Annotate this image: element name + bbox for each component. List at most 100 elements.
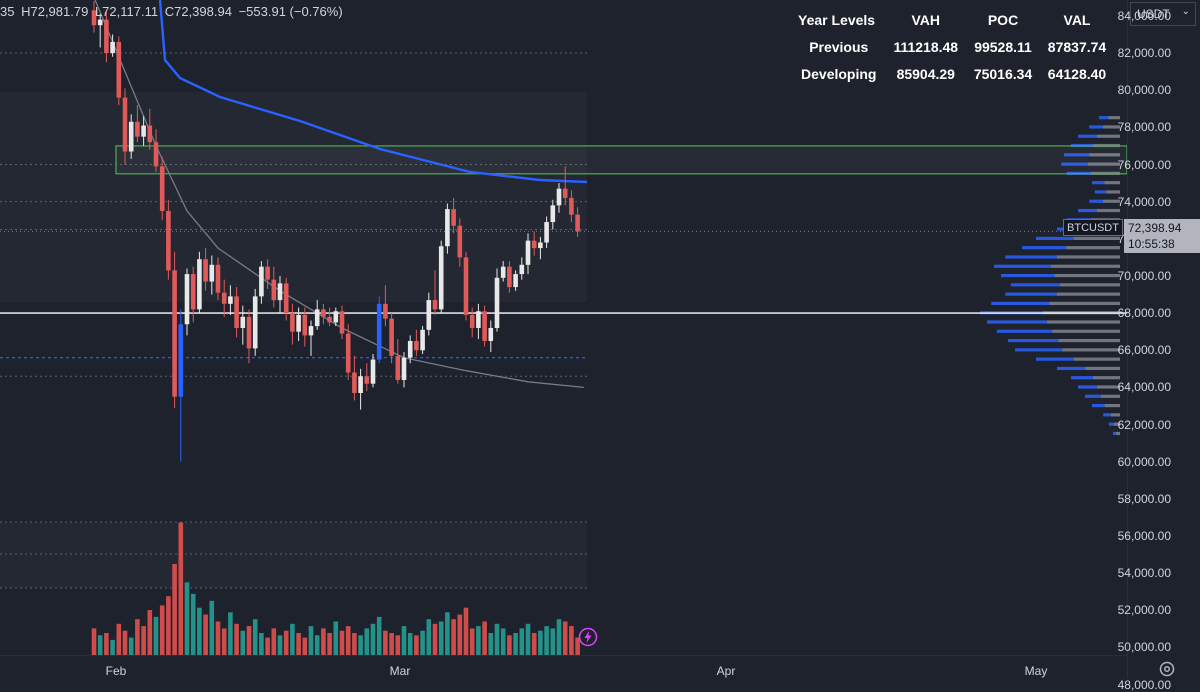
candle-body [339, 311, 345, 334]
volume-profile-row [1100, 394, 1120, 398]
price-axis-label: 60,000.00 [1117, 454, 1171, 469]
volume-bar [290, 623, 295, 656]
volume-bar [469, 628, 475, 656]
candle-body [228, 296, 233, 304]
gear-icon[interactable] [1158, 660, 1176, 678]
candle-body [395, 355, 401, 380]
volume-bar [104, 633, 109, 656]
candle-body [221, 292, 227, 304]
candle-body [438, 246, 444, 310]
year-levels-table: Year Levels VAH POC VAL Previous 111218.… [793, 6, 1114, 87]
candle-body [178, 324, 184, 397]
volume-bar [507, 635, 512, 656]
volume-profile-row [1073, 236, 1120, 240]
volume-bar [252, 619, 258, 656]
candle-body [166, 210, 171, 271]
volume-bar [488, 633, 494, 656]
volume-profile-row [1059, 283, 1120, 287]
volume-bar [395, 635, 401, 656]
row-val: 64128.40 [1047, 65, 1107, 82]
ohlc-high: H72,981.79 [21, 4, 89, 19]
candle-body [445, 209, 450, 247]
currency-label: USDT [1137, 7, 1170, 21]
volume-bar [184, 582, 190, 656]
volume-profile-row [1104, 181, 1120, 185]
ohlc-low: L72,117.11 [94, 4, 159, 19]
volume-bar [308, 626, 314, 656]
value-area-zone [115, 145, 1128, 175]
volume-bar [463, 607, 469, 656]
volume-profile-row [1036, 236, 1074, 240]
volume-bar [122, 630, 128, 656]
volume-bar [147, 610, 153, 656]
volume-bar [364, 628, 370, 656]
candle-body [147, 125, 153, 143]
candle-body [110, 41, 115, 54]
volume-bar [376, 616, 382, 656]
volume-profile-row [1113, 422, 1120, 426]
candle-body [321, 309, 326, 317]
price-chart[interactable] [0, 0, 1200, 678]
volume-bar [221, 628, 227, 656]
volume-bar [407, 633, 413, 656]
volume-bar [531, 633, 537, 656]
vwap-line [158, 0, 588, 184]
volume-profile-row [1015, 348, 1063, 352]
volume-bar [575, 637, 580, 656]
year-levels-row-developing: Developing 85904.29 75016.34 64128.40 [793, 60, 1114, 87]
volume-profile-row [1103, 125, 1120, 129]
price-axis-label: 54,000.00 [1117, 566, 1171, 581]
candle-body [252, 296, 258, 349]
row-vah: 111218.48 [893, 38, 959, 55]
volume-profile-row [1057, 366, 1086, 371]
price-axis-label: 50,000.00 [1117, 640, 1171, 655]
volume-profile-row [1046, 320, 1120, 324]
candle-body [302, 314, 308, 336]
volume-bar [172, 564, 177, 656]
candle-body [172, 270, 177, 397]
candle-body [308, 326, 314, 336]
candle-body [575, 214, 580, 232]
volume-bar [414, 635, 419, 656]
volume-profile-row [1036, 357, 1074, 361]
volume-bar [432, 623, 438, 656]
lightning-icon[interactable] [578, 627, 598, 647]
candle-body [265, 266, 270, 280]
candle-body [513, 274, 518, 288]
volume-bar [277, 635, 283, 656]
candle-body [407, 340, 413, 358]
volume-bar [476, 626, 481, 656]
volume-bar [228, 612, 233, 656]
volume-profile-row [994, 264, 1051, 268]
candle-body [240, 316, 246, 328]
volume-profile-row [1089, 199, 1104, 203]
time-label-apr: Apr [716, 664, 736, 678]
volume-profile-row [1116, 431, 1120, 436]
volume-bar [240, 630, 246, 656]
volume-bar [91, 628, 97, 656]
candle-body [159, 166, 165, 211]
volume-profile-row [1073, 357, 1120, 361]
candle-body [482, 311, 487, 341]
candle-body [290, 313, 295, 332]
volume-bar [190, 593, 196, 656]
volume-bar [482, 621, 487, 656]
volume-bar [457, 614, 463, 656]
volume-profile-row [1106, 190, 1120, 194]
candle-body [91, 10, 97, 26]
currency-select-button[interactable]: USDT ⌄ [1130, 2, 1196, 26]
row-val: 87837.74 [1047, 38, 1107, 55]
price-axis-label: 70,000.00 [1117, 268, 1171, 283]
volume-bar [203, 614, 208, 656]
volume-profile-row [1005, 255, 1057, 259]
volume-profile-row [1058, 338, 1120, 343]
volume-bar [370, 623, 376, 656]
time-label-feb: Feb [105, 664, 127, 678]
volume-profile-row [996, 329, 1053, 333]
volume-profile-row [991, 301, 1050, 306]
volume-bar [234, 623, 239, 656]
volume-bar [451, 619, 456, 656]
candle-body [104, 19, 109, 54]
candle-body [469, 314, 475, 328]
